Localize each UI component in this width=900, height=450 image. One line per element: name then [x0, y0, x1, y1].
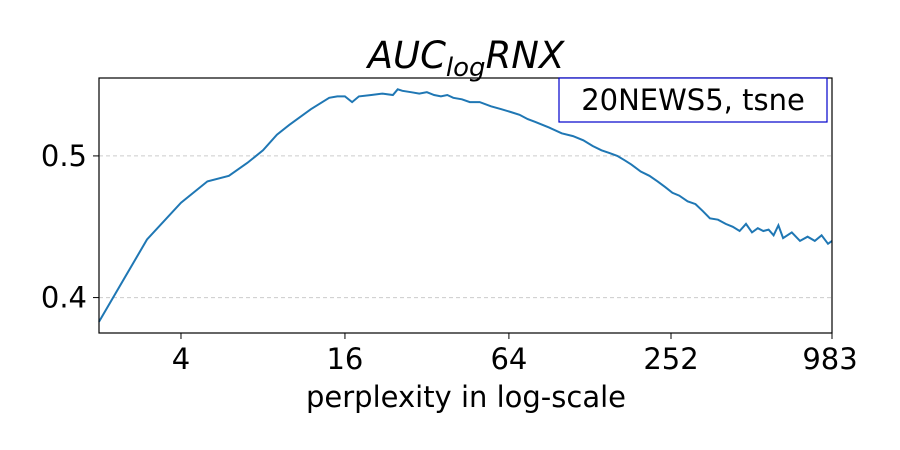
chart-title-subscript: log	[446, 53, 486, 83]
x-tick-label: 64	[490, 342, 527, 376]
legend-box: 20NEWS5, tsne	[558, 77, 828, 123]
legend-frame	[558, 77, 828, 123]
legend-text: 20NEWS5, tsne	[581, 83, 805, 117]
y-gridlines	[99, 155, 832, 299]
series-line	[98, 88, 833, 323]
x-axis-label: perplexity in log-scale	[306, 380, 626, 414]
x-tick-label: 252	[643, 342, 698, 376]
x-ticks: 4 16 64 252 983	[172, 333, 858, 376]
x-tick-label: 4	[172, 342, 190, 376]
x-tick-label: 16	[326, 342, 363, 376]
x-tick-label: 983	[802, 342, 857, 376]
chart-title-tail: RNX	[486, 34, 566, 77]
y-tick-label: 0.5	[41, 139, 87, 173]
chart-title: AUClogRNX	[366, 34, 566, 83]
chart-title-main: AUC	[366, 34, 446, 77]
plot-frame	[98, 77, 833, 334]
y-tick-label: 0.4	[41, 281, 87, 315]
y-ticks: 0.4 0.5	[41, 139, 99, 315]
